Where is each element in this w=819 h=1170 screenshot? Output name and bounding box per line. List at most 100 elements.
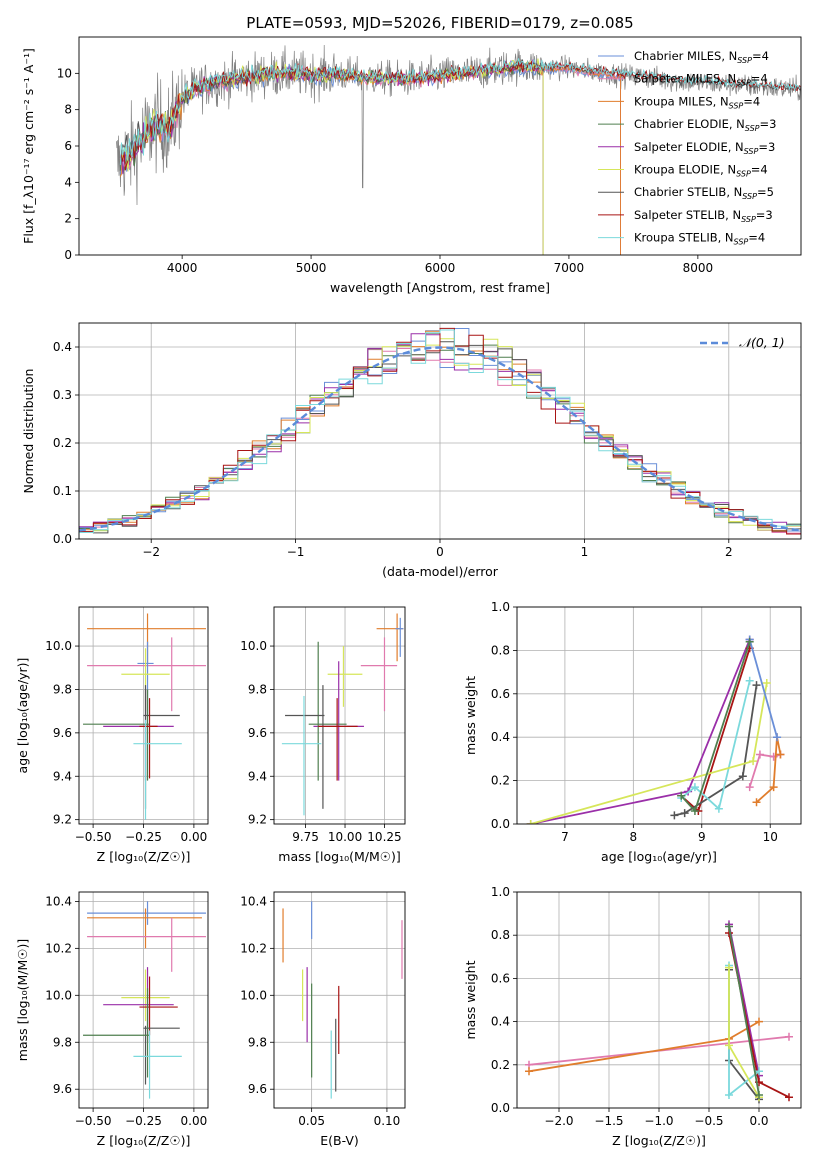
age-vs-mass-panel: 9.75 10.00 10.25 9.2 9.4 9.6 9.8 10.0 mass [log₁… [240,606,406,864]
mass-weight-marker [725,1091,733,1100]
legend-label: Salpeter STELIB, NSSP=3 [634,208,773,224]
x-tick-label: 10.00 [328,830,362,844]
mass-weight-line [748,753,781,788]
mass-weight-line [728,926,760,1096]
massweight-vs-metallicity-panel: −2.0 −1.5 −1.0 −0.5 0.0 0.0 0.2 0.4 0.6 0.8 1.0 Z [… [463,885,802,1148]
model-spectrum-line [119,63,621,255]
y-tick-label: 0.8 [491,928,510,942]
x-tick-label: 0.00 [181,830,208,844]
plot-area [116,44,801,255]
y-tick-label: 0.0 [491,817,510,831]
legend-label: Kroupa STELIB, NSSP=4 [634,231,765,247]
y-tick-label: 0.0 [491,1101,510,1115]
y-tick-label: 0 [64,248,72,262]
axes-frame [78,606,209,825]
mass-weight-marker [725,963,733,972]
y-tick-label: 10.0 [240,988,267,1002]
x-tick-label: −0.50 [75,1114,112,1128]
observed-spectrum-line [116,44,801,206]
mass-weight-marker [785,1032,793,1041]
y-tick-label: 2 [64,212,72,226]
y-tick-label: 9.8 [248,1035,267,1049]
model-spectrum-line [119,58,801,166]
y-tick-label: 0.6 [491,971,510,985]
legend-label: Chabrier STELIB, NSSP=5 [634,185,774,201]
y-tick-label: 10.0 [45,639,72,653]
x-tick-label: 0.10 [374,1114,401,1128]
plot-area [281,613,404,816]
gaussian-reference-curve [79,346,801,532]
plot-area [525,920,793,1104]
mass-weight-marker [762,678,771,687]
x-tick-label: 10.25 [367,830,401,844]
plot-area [526,635,785,824]
axes-frame [273,606,406,825]
y-tick-label: 1.0 [491,885,510,899]
y-tick-label: 9.2 [248,813,267,827]
x-tick-label: −0.50 [75,830,112,844]
plot-area [83,613,206,820]
y-tick-label: 10.2 [45,941,72,955]
y-tick-label: 10 [57,66,72,80]
mass-weight-marker [526,820,535,824]
x-tick-label: −0.5 [694,1114,723,1128]
legend-label: Salpeter MILES, NSSP=4 [634,72,768,88]
y-tick-label: 10.2 [240,941,267,955]
axes-frame [516,606,802,825]
x-axis-label: Z [log₁₀(Z/Z☉)] [97,1133,191,1148]
gaussian-legend-label: 𝒩(0, 1) [739,335,785,350]
model-spectrum-line [119,59,544,255]
y-tick-label: 6 [64,139,72,153]
x-tick-label: 9.75 [292,830,319,844]
y-tick-label: 9.4 [53,769,72,783]
mass-weight-line [728,967,760,1098]
x-axis-label: wavelength [Angstrom, rest frame] [330,280,550,295]
plot-area [79,327,801,539]
spectrum-panel: 4000 5000 6000 7000 8000 0 2 4 6 8 10 wavelength [A… [21,36,802,295]
x-tick-label: 8000 [683,261,714,275]
plot-area [83,901,206,1099]
y-tick-label: 0.4 [491,730,510,744]
y-tick-label: 9.6 [53,726,72,740]
residual-histogram-panel: −2 −1 0 1 2 0.0 0.1 0.2 0.3 0.4 (data-model)/error… [21,322,802,579]
model-spectrum-line [119,58,544,255]
y-tick-label: 0.4 [53,340,72,354]
x-tick-label: 7 [561,830,569,844]
y-axis-label: age [log₁₀(age/yr)] [15,658,30,774]
mass-weight-marker [738,772,747,781]
mass-weight-line [680,680,751,811]
x-tick-label: −1.0 [644,1114,673,1128]
y-tick-label: 0.2 [491,1058,510,1072]
x-tick-label: −2 [142,545,160,559]
mass-weight-line [528,1020,760,1073]
x-tick-label: 9 [698,830,706,844]
y-tick-label: 0.2 [53,436,72,450]
age-vs-metallicity-panel: −0.50 −0.25 0.00 9.2 9.4 9.6 9.8 10.0 Z [log₁₀(Z… [15,606,209,864]
x-axis-label: Z [log₁₀(Z/Z☉)] [97,849,191,864]
mass-weight-marker [755,1067,763,1076]
mass-weight-line [755,737,782,803]
mass-weight-line [674,684,758,817]
x-tick-label: −2.0 [544,1114,573,1128]
axes-frame [273,891,406,1109]
y-tick-label: 10.4 [240,894,267,908]
y-tick-label: 10.4 [45,894,72,908]
mass-weight-marker [745,783,754,792]
y-axis-label: Normed distribution [21,369,36,494]
y-tick-label: 0.2 [491,774,510,788]
y-tick-label: 10.0 [240,639,267,653]
y-tick-label: 9.2 [53,813,72,827]
x-tick-label: −0.25 [125,1114,162,1128]
mass-vs-metallicity-panel: −0.50 −0.25 0.00 9.6 9.8 10.0 10.2 10.4 Z [log₁₀… [15,891,209,1148]
x-tick-label: 8 [630,830,638,844]
y-tick-label: 0.4 [491,1015,510,1029]
mass-weight-marker [773,733,782,742]
mass-weight-marker [755,750,764,759]
x-tick-label: 0.00 [181,1114,208,1128]
y-tick-label: 10.0 [45,988,72,1002]
legend-label: Salpeter ELODIE, NSSP=3 [634,140,775,156]
x-tick-label: 6000 [425,261,456,275]
legend-label: Chabrier ELODIE, NSSP=3 [634,117,776,133]
x-axis-label: mass [log₁₀(M/M☉)] [278,849,400,864]
